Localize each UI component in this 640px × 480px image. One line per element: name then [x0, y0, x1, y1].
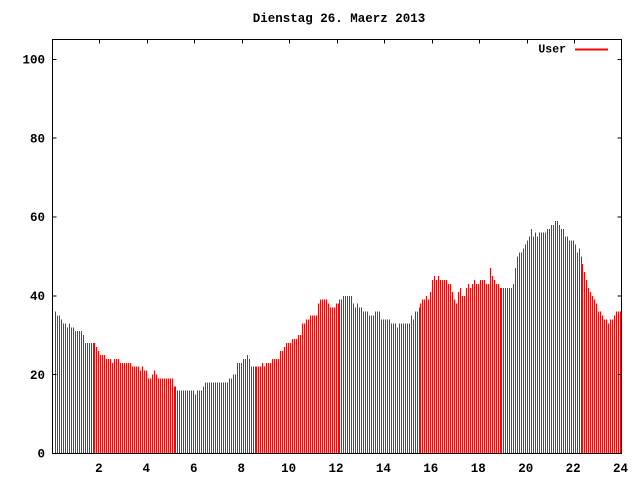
svg-text:14: 14	[376, 462, 392, 476]
svg-text:80: 80	[30, 132, 45, 146]
svg-text:20: 20	[518, 462, 533, 476]
svg-text:22: 22	[566, 462, 581, 476]
svg-text:24: 24	[613, 462, 629, 476]
svg-text:12: 12	[328, 462, 343, 476]
svg-text:2: 2	[95, 462, 103, 476]
svg-text:20: 20	[30, 369, 45, 383]
svg-text:6: 6	[190, 462, 198, 476]
svg-text:8: 8	[237, 462, 245, 476]
svg-text:0: 0	[37, 448, 45, 462]
svg-text:Dienstag 26. Maerz 2013: Dienstag 26. Maerz 2013	[253, 12, 426, 26]
svg-text:16: 16	[423, 462, 438, 476]
svg-text:User: User	[538, 44, 566, 57]
svg-text:100: 100	[22, 54, 45, 68]
svg-text:40: 40	[30, 290, 45, 304]
svg-text:10: 10	[281, 462, 296, 476]
svg-text:60: 60	[30, 211, 45, 225]
svg-text:4: 4	[143, 462, 151, 476]
svg-text:18: 18	[471, 462, 486, 476]
